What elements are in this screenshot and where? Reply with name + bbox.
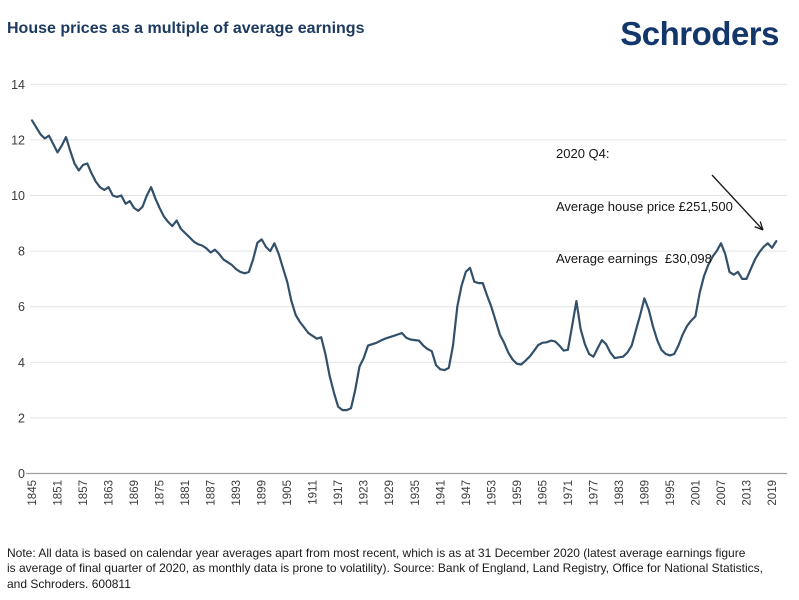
x-tick-label: 1947: [461, 480, 473, 506]
x-tick-label: 1845: [27, 480, 39, 506]
x-tick-label: 2007: [716, 480, 728, 506]
x-tick-label: 1935: [410, 480, 422, 506]
x-tick-label: 2001: [690, 480, 702, 506]
y-tick-label: 12: [11, 133, 25, 147]
schroders-logo: Schroders: [620, 15, 779, 52]
x-tick-label: 1923: [359, 480, 371, 506]
annotation-arrow: [711, 174, 764, 231]
x-tick-label: 1929: [384, 480, 396, 506]
chart-annotation: 2020 Q4: Average house price £251,500 Av…: [556, 110, 733, 285]
x-tick-label: 2013: [742, 480, 754, 506]
note-line-1: Note: All data is based on calendar year…: [7, 546, 746, 560]
annotation-line-2: Average house price £251,500: [556, 198, 733, 214]
x-tick-label: 1959: [512, 480, 524, 506]
x-tick-label: 1875: [155, 480, 167, 506]
x-tick-label: 1905: [282, 480, 294, 506]
x-tick-label: 1917: [333, 480, 345, 506]
y-tick-label: 8: [18, 245, 25, 259]
x-tick-label: 1983: [614, 480, 626, 506]
y-tick-label: 14: [11, 78, 25, 92]
x-tick-label: 1869: [129, 480, 141, 506]
x-tick-label: 1989: [639, 480, 651, 506]
y-tick-label: 4: [18, 356, 25, 370]
x-tick-label: 1971: [563, 480, 575, 506]
x-tick-label: 2019: [767, 480, 779, 506]
x-tick-label: 1941: [435, 480, 447, 506]
x-tick-label: 1899: [257, 480, 269, 506]
x-tick-label: 1881: [180, 480, 192, 506]
page-title: House prices as a multiple of average ea…: [7, 20, 365, 37]
y-tick-label: 0: [18, 467, 25, 481]
x-tick-label: 1887: [206, 480, 218, 506]
house-price-earnings-line: [30, 119, 778, 412]
x-tick-label: 1863: [104, 480, 116, 506]
x-tick-label: 1965: [537, 480, 549, 506]
x-tick-label: 1911: [308, 480, 320, 505]
y-tick-label: 10: [11, 189, 25, 203]
note-line-2: is average of final quarter of 2020, as …: [7, 561, 763, 576]
x-tick-label: 1851: [53, 480, 65, 506]
x-tick-label: 1953: [486, 480, 498, 506]
annotation-line-3: Average earnings £30,098: [556, 251, 712, 266]
note-line-3: and Schroders. 600811: [7, 576, 131, 591]
annotation-line-1: 2020 Q4:: [556, 146, 610, 161]
source-note: Note: All data is based on calendar year…: [7, 546, 793, 592]
y-tick-label: 6: [18, 300, 25, 314]
x-tick-label: 1857: [78, 480, 90, 506]
x-tick-label: 1995: [665, 480, 677, 506]
x-tick-label: 1893: [231, 480, 243, 506]
y-tick-label: 2: [18, 411, 25, 425]
x-tick-label: 1977: [588, 480, 600, 506]
